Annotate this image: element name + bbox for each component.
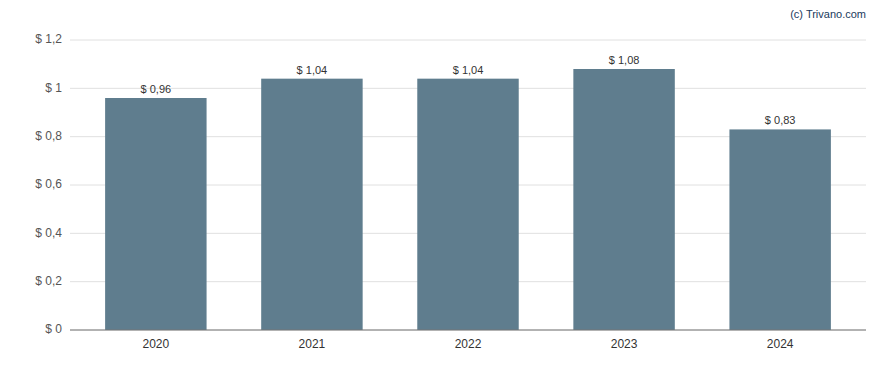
data-label: $ 1,08 xyxy=(609,54,640,66)
y-tick-label: $ 1 xyxy=(45,81,62,95)
y-axis: $ 0 $ 0,2 $ 0,4 $ 0,6 $ 0,8 $ 1 $ 1,2 xyxy=(35,32,62,336)
data-label: $ 0,96 xyxy=(141,83,172,95)
x-axis-line xyxy=(70,330,866,331)
chart: $ 0$ 0,2$ 0,4$ 0,6$ 0,8$ 1$ 1,2202020212… xyxy=(0,0,888,370)
x-tick-label: 2020 xyxy=(142,337,169,351)
bar xyxy=(417,79,518,330)
bars xyxy=(105,69,831,330)
y-tick-label: $ 0 xyxy=(45,322,62,336)
x-tick-label: 2021 xyxy=(299,337,326,351)
y-tick-label: $ 0,6 xyxy=(35,177,62,191)
grid-line xyxy=(70,40,866,41)
x-tick-label: 2023 xyxy=(611,337,638,351)
data-label: $ 0,83 xyxy=(765,114,796,126)
x-axis: 2020 2021 2022 2023 2024 xyxy=(70,330,866,351)
data-labels: $ 0,96 $ 1,04 $ 1,04 $ 1,08 $ 0,83 xyxy=(141,54,796,126)
bar xyxy=(729,129,830,330)
x-tick-label: 2022 xyxy=(455,337,482,351)
data-label: $ 1,04 xyxy=(453,64,484,76)
annotation: (c) Trivano.com xyxy=(790,8,866,20)
grid xyxy=(70,40,866,330)
bar xyxy=(261,79,362,330)
y-tick-label: $ 1,2 xyxy=(35,32,62,46)
bar xyxy=(105,98,206,330)
y-tick-label: $ 0,4 xyxy=(35,226,62,240)
data-label: $ 1,04 xyxy=(297,64,328,76)
bar xyxy=(573,69,674,330)
y-tick-label: $ 0,8 xyxy=(35,129,62,143)
x-tick-label: 2024 xyxy=(767,337,794,351)
grid-line xyxy=(70,330,866,331)
y-tick-label: $ 0,2 xyxy=(35,274,62,288)
